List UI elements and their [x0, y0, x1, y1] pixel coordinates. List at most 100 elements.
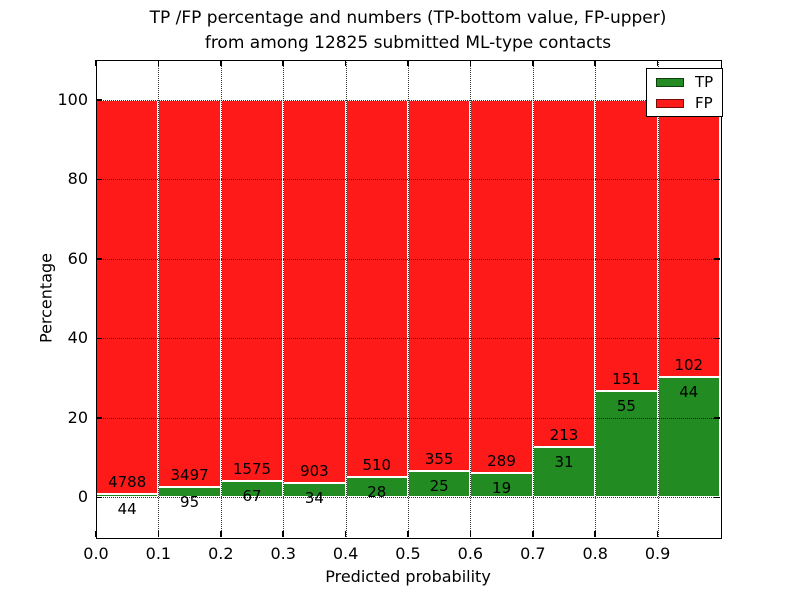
y-tick-right [714, 337, 720, 339]
legend: TP FP [646, 68, 724, 117]
tp-count-label: 34 [304, 488, 324, 507]
x-tick [532, 531, 534, 537]
tp-bar-segment [657, 377, 720, 498]
fp-bar-segment [657, 99, 720, 378]
chart-title-line1: TP /FP percentage and numbers (TP-bottom… [149, 8, 667, 28]
tp-count-label: 55 [616, 397, 636, 416]
x-tick-top [656, 60, 659, 66]
tp-count-label: 67 [242, 487, 262, 506]
x-tick-top [469, 60, 472, 66]
y-tick-right [714, 258, 720, 260]
x-tick-label: 0.3 [270, 544, 296, 563]
x-tick-label: 0.6 [457, 544, 484, 563]
v-gridline [532, 60, 534, 537]
v-gridline [657, 60, 659, 537]
tp-count-label: 28 [367, 482, 387, 501]
x-tick [594, 531, 596, 537]
fp-count-label: 510 [362, 455, 392, 474]
x-tick-label: 0.7 [520, 544, 546, 563]
fp-bar-segment [595, 99, 658, 392]
y-tick [96, 337, 102, 339]
v-gridline [345, 60, 347, 537]
fp-count-label: 1575 [232, 460, 272, 479]
plot-area: 4788 44 3497 95 1575 67 903 34 510 28 355 25 289 19 21… [95, 60, 720, 537]
fp-bar-segment [470, 99, 533, 473]
y-tick-label: 40 [67, 328, 88, 348]
x-tick-top [344, 60, 347, 66]
y-tick-right [714, 496, 720, 498]
y-tick-right [714, 417, 720, 419]
chart-title: TP /FP percentage and numbers (TP-bottom… [96, 6, 720, 56]
fp-bar-segment [283, 99, 346, 483]
x-tick [157, 531, 160, 537]
x-tick [282, 531, 284, 537]
x-tick [344, 531, 347, 537]
x-axis-label: Predicted probability [325, 567, 491, 586]
fp-count-label: 355 [424, 450, 454, 469]
fp-count-label: 289 [487, 451, 516, 470]
x-tick-top [594, 60, 596, 66]
fp-bar-segment [220, 99, 284, 482]
x-tick [407, 531, 409, 537]
fp-bar-segment [96, 99, 159, 494]
tp-count-label: 95 [180, 492, 200, 511]
x-tick-top [95, 60, 97, 66]
fp-count-label: 3497 [170, 465, 209, 484]
x-tick-label: 0.8 [582, 544, 608, 563]
y-tick [96, 417, 102, 419]
y-tick-label: 80 [67, 169, 88, 189]
tp-count-label: 44 [117, 499, 137, 518]
tp-count-label: 19 [492, 478, 512, 497]
fp-count-label: 102 [674, 356, 704, 375]
x-tick-label: 0.1 [145, 544, 172, 563]
y-tick [96, 178, 102, 180]
y-tick-label: 0 [77, 487, 88, 507]
y-tick-label: 60 [67, 248, 88, 268]
v-gridline [408, 60, 409, 537]
y-tick [96, 258, 102, 260]
legend-label: FP [695, 94, 713, 112]
v-gridline [283, 60, 285, 537]
tp-count-label: 31 [554, 452, 574, 471]
y-tick-label: 20 [67, 407, 88, 427]
x-tick-top [532, 60, 534, 66]
tp-bar-segment [470, 472, 533, 498]
x-tick [656, 531, 659, 537]
y-tick [96, 99, 102, 101]
x-tick-label: 0.9 [644, 544, 671, 563]
y-tick-label: 100 [57, 89, 88, 109]
legend-swatch-fp-icon [656, 98, 684, 108]
x-tick [469, 531, 472, 537]
x-tick-top [407, 60, 409, 66]
fp-bar-segment [532, 99, 596, 447]
x-tick-label: 0.2 [208, 544, 234, 563]
fp-count-label: 213 [549, 425, 579, 444]
legend-item: FP [656, 95, 713, 111]
x-tick-top [157, 60, 160, 66]
fp-count-label: 151 [612, 370, 641, 389]
y-tick-right [714, 178, 720, 180]
fp-bar-segment [345, 99, 408, 477]
fp-count-label: 4788 [108, 472, 147, 491]
tp-bar-segment [595, 391, 658, 498]
v-gridline [470, 60, 472, 537]
fp-count-label: 903 [300, 461, 329, 480]
fp-bar-segment [158, 99, 221, 487]
x-tick-label: 0.0 [83, 544, 109, 563]
legend-item: TP [656, 74, 713, 90]
chart-title-line2: from among 12825 submitted ML-type conta… [204, 33, 612, 53]
tp-count-label: 44 [679, 383, 699, 402]
y-tick [96, 496, 102, 498]
x-tick-label: 0.4 [332, 544, 359, 563]
fp-bar-segment [408, 99, 471, 472]
legend-swatch-tp-icon [656, 77, 684, 87]
tp-count-label: 25 [429, 477, 449, 496]
x-tick [95, 531, 97, 537]
x-tick-top [220, 60, 222, 66]
v-gridline [220, 60, 222, 537]
x-tick-top [282, 60, 284, 66]
v-gridline [158, 60, 160, 537]
x-tick [220, 531, 222, 537]
v-gridline [595, 60, 597, 537]
